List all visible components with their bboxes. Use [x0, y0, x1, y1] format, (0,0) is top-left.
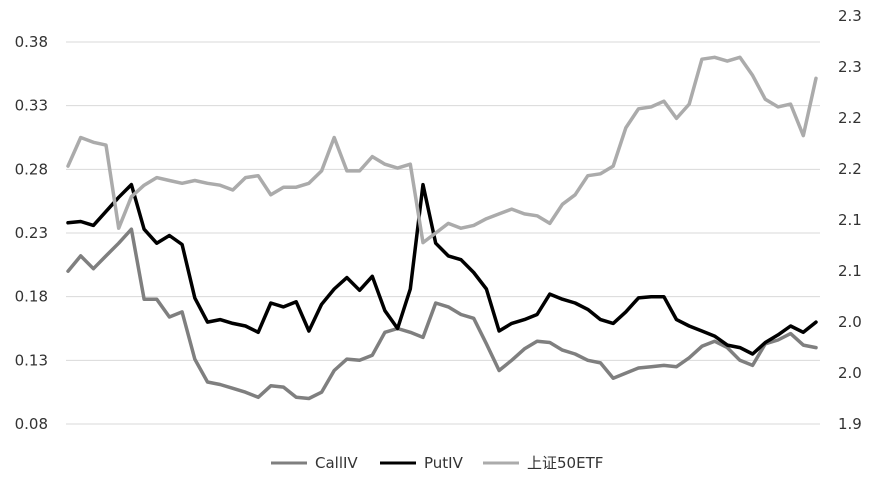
series-line-putiv	[66, 182, 818, 356]
series-line-etf	[66, 55, 818, 245]
left-tick-label: 0.33	[15, 97, 48, 115]
left-tick-label: 0.13	[15, 351, 48, 369]
series-lines	[66, 55, 818, 401]
right-tick-label: 1.9	[838, 415, 862, 433]
legend-label-etf: 上证50ETF	[527, 454, 603, 472]
right-tick-label: 2.2	[838, 160, 862, 178]
right-tick-label: 2.1	[838, 262, 862, 280]
right-y-axis: 1.9 2.0 2.0 2.1 2.1 2.2 2.2 2.3 2.3	[838, 7, 862, 433]
left-tick-label: 0.08	[15, 415, 48, 433]
left-tick-label: 0.18	[15, 288, 48, 306]
left-y-axis: 0.08 0.13 0.18 0.23 0.28 0.33 0.38	[15, 33, 48, 433]
left-tick-label: 0.38	[15, 33, 48, 51]
legend-item-etf: 上证50ETF	[483, 454, 603, 472]
series-line-calliv	[66, 227, 818, 401]
left-tick-label: 0.23	[15, 224, 48, 242]
gridlines	[66, 41, 820, 425]
right-tick-label: 2.2	[838, 109, 862, 127]
legend: CallIV PutIV 上证50ETF	[271, 454, 603, 472]
right-tick-label: 2.0	[838, 313, 862, 331]
right-tick-label: 2.3	[838, 58, 862, 76]
legend-label-calliv: CallIV	[315, 454, 358, 472]
right-tick-label: 2.1	[838, 211, 862, 229]
right-tick-label: 2.3	[838, 7, 862, 25]
legend-item-calliv: CallIV	[271, 454, 358, 472]
legend-item-putiv: PutIV	[380, 454, 464, 472]
legend-label-putiv: PutIV	[424, 454, 464, 472]
right-tick-label: 2.0	[838, 364, 862, 382]
left-tick-label: 0.28	[15, 160, 48, 178]
